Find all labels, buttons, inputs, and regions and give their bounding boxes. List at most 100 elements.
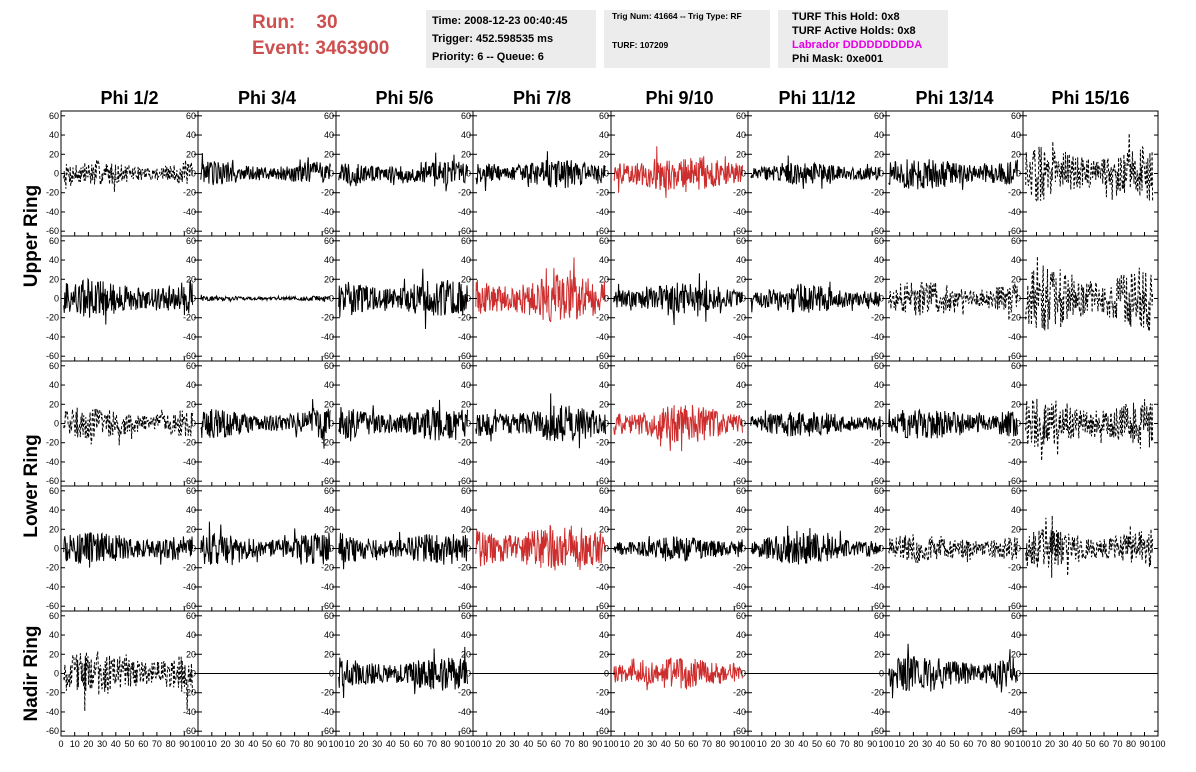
y-tick-label: 40 — [461, 505, 471, 515]
waveform-trace — [750, 525, 881, 565]
y-tick-label: 0 — [54, 294, 59, 304]
x-tick-label: 30 — [372, 739, 382, 749]
y-tick-label: -40 — [596, 707, 609, 717]
y-tick-label: 40 — [49, 255, 59, 265]
y-tick-label: -60 — [321, 601, 334, 611]
y-tick-label: 60 — [461, 361, 471, 371]
y-tick-label: 0 — [329, 544, 334, 554]
y-tick-label: -60 — [871, 226, 884, 236]
y-tick-label: 0 — [604, 669, 609, 679]
y-tick-label: -40 — [183, 457, 196, 467]
y-tick-label: 60 — [461, 486, 471, 496]
y-tick-label: 40 — [1011, 630, 1021, 640]
waveform-trace — [888, 159, 1018, 190]
x-tick-label: 60 — [413, 739, 423, 749]
y-tick-label: 20 — [599, 649, 609, 659]
y-tick-label: -40 — [596, 457, 609, 467]
y-tick-label: -40 — [1008, 457, 1021, 467]
y-tick-label: -60 — [458, 601, 471, 611]
x-tick-label: 90 — [729, 739, 739, 749]
y-tick-label: -20 — [596, 688, 609, 698]
y-tick-label: -40 — [183, 707, 196, 717]
y-tick-label: -20 — [596, 313, 609, 323]
x-tick-label: 50 — [674, 739, 684, 749]
y-tick-label: -60 — [321, 726, 334, 736]
y-tick-label: 20 — [1011, 399, 1021, 409]
y-tick-label: -20 — [458, 438, 471, 448]
y-tick-label: -40 — [1008, 582, 1021, 592]
y-tick-label: 20 — [599, 399, 609, 409]
y-tick-label: -60 — [183, 726, 196, 736]
y-tick-label: 60 — [874, 236, 884, 246]
trigger-text: Trigger: 452.598535 ms — [432, 33, 554, 45]
y-tick-label: -60 — [596, 476, 609, 486]
y-tick-label: 20 — [1011, 524, 1021, 534]
y-tick-label: 60 — [736, 486, 746, 496]
waveform-trace — [888, 408, 1018, 439]
y-tick-label: 20 — [874, 524, 884, 534]
x-tick-label: 10 — [482, 739, 492, 749]
x-tick-label: 60 — [1099, 739, 1109, 749]
y-tick-label: -40 — [46, 207, 59, 217]
x-tick-label: 20 — [1045, 739, 1055, 749]
x-tick-label: 50 — [399, 739, 409, 749]
y-tick-label: -20 — [458, 688, 471, 698]
x-tick-label: 100 — [1015, 739, 1030, 749]
y-tick-label: 60 — [736, 236, 746, 246]
x-tick-label: 20 — [908, 739, 918, 749]
y-tick-label: 20 — [324, 149, 334, 159]
y-tick-label: 40 — [874, 630, 884, 640]
y-tick-label: 20 — [186, 149, 196, 159]
y-tick-label: -20 — [321, 313, 334, 323]
y-tick-label: 40 — [186, 630, 196, 640]
y-tick-label: 40 — [1011, 255, 1021, 265]
x-tick-label: 10 — [757, 739, 767, 749]
panel-frame — [60, 360, 199, 487]
y-tick-label: -20 — [871, 438, 884, 448]
y-tick-label: 0 — [741, 544, 746, 554]
x-tick-label: 60 — [551, 739, 561, 749]
x-tick-label: 40 — [386, 739, 396, 749]
turf-this-hold-text: TURF This Hold: 0x8 — [792, 11, 900, 23]
y-tick-label: 60 — [49, 486, 59, 496]
run-label: Run: — [252, 12, 296, 33]
y-tick-label: 40 — [874, 505, 884, 515]
y-tick-label: -20 — [596, 188, 609, 198]
x-tick-label: 40 — [798, 739, 808, 749]
y-tick-label: -20 — [733, 188, 746, 198]
x-tick-label: 100 — [603, 739, 618, 749]
column-title: Phi 13/14 — [915, 88, 993, 108]
x-tick-label: 60 — [826, 739, 836, 749]
x-tick-label: 50 — [537, 739, 547, 749]
y-tick-label: 0 — [604, 419, 609, 429]
y-tick-label: -40 — [1008, 332, 1021, 342]
time-text: Time: 2008-12-23 00:40:45 — [432, 15, 568, 27]
waveform-trace — [613, 657, 743, 691]
y-tick-label: 0 — [741, 669, 746, 679]
y-tick-label: 20 — [324, 524, 334, 534]
y-tick-label: 0 — [1016, 669, 1021, 679]
y-tick-label: 20 — [599, 524, 609, 534]
x-tick-label: 40 — [661, 739, 671, 749]
y-tick-label: -20 — [183, 688, 196, 698]
y-tick-label: -60 — [596, 601, 609, 611]
y-tick-label: 0 — [191, 169, 196, 179]
waveform-trace — [200, 521, 331, 566]
y-tick-label: -40 — [871, 707, 884, 717]
y-tick-label: 20 — [1011, 149, 1021, 159]
waveform-trace — [1025, 133, 1154, 202]
y-tick-label: -40 — [871, 582, 884, 592]
row-label: Lower Ring — [21, 434, 42, 537]
x-tick-label: 100 — [465, 739, 480, 749]
x-tick-label: 100 — [740, 739, 755, 749]
y-tick-label: -40 — [871, 207, 884, 217]
run-event-box: Run: 30 Event: 3463900 — [252, 10, 389, 62]
y-tick-label: 0 — [466, 669, 471, 679]
run-value: 30 — [316, 12, 338, 33]
y-tick-label: 40 — [49, 130, 59, 140]
y-tick-label: -40 — [733, 457, 746, 467]
y-tick-label: 60 — [49, 236, 59, 246]
y-tick-label: -60 — [183, 476, 196, 486]
y-tick-label: 0 — [466, 544, 471, 554]
priority-text: Priority: 6 -- Queue: 6 — [432, 51, 544, 63]
